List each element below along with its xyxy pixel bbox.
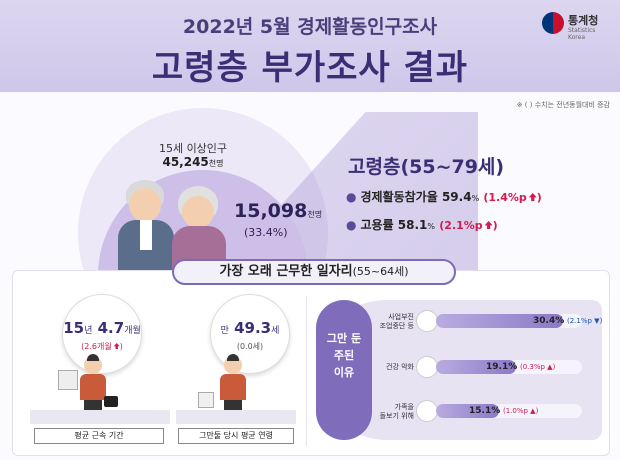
reason-bar (436, 404, 499, 418)
arrow-up-icon (484, 221, 493, 229)
bullet-icon: ● (346, 190, 357, 204)
reasons-heading: 그만 둔 주된 이유 (316, 300, 372, 440)
reason-change: (0.3%p ▲) (520, 363, 556, 371)
calendar-icon (58, 370, 78, 390)
tenure-value: 15년 4.7개월 (63, 319, 141, 337)
declining-chart-icon (416, 310, 438, 332)
employment-rate-row: ● 고용률 58.1% (2.1%p) (346, 218, 498, 232)
population-value: 45,245천명 (162, 155, 224, 169)
section-divider (306, 296, 307, 446)
reason-bar (436, 314, 563, 328)
reason-label: 건강 악화 (386, 363, 414, 371)
age-change: (0.0세) (236, 342, 264, 351)
arrow-up-icon (113, 343, 120, 349)
elderly-population-pct: (33.4%) (244, 226, 288, 239)
tenure-change: (2.6개월) (81, 342, 123, 351)
age-label: 그만둘 당시 평균 연령 (178, 428, 294, 444)
header-banner: 2022년 5월 경제활동인구조사 고령층 부가조사 결과 통계청 Statis… (0, 0, 620, 92)
reason-bar (436, 360, 516, 374)
tenure-label: 평균 근속 기간 (34, 428, 164, 444)
elderly-heading: 고령층(55~79세) (348, 156, 505, 178)
population-label: 15세 이상인구 (158, 142, 228, 155)
participation-rate-row: ● 경제활동참가율 59.4% (1.4%p) (346, 190, 542, 204)
logo-text: 통계청 (568, 14, 599, 27)
elderly-man-illustration (118, 180, 178, 270)
sick-person-icon (416, 356, 438, 378)
reason-value: 19.1% (486, 362, 518, 372)
tenure-base (30, 410, 170, 424)
elderly-woman-illustration (172, 186, 228, 270)
tenure-bubble: 15년 4.7개월 (2.6개월) (62, 294, 142, 374)
subtitle: 2022년 5월 경제활동인구조사 (182, 16, 438, 38)
paper-stack-icon (198, 392, 214, 408)
bullet-icon: ● (346, 218, 357, 232)
longest-job-heading: 가장 오래 근무한 일자리(55~64세) (172, 259, 456, 285)
logo-subtext: Statistics Korea (568, 27, 596, 41)
age-bubble: 만 49.3세 (0.0세) (210, 294, 290, 374)
taegeuk-logo-icon (542, 12, 564, 34)
elderly-population-value: 15,098천명 (234, 200, 323, 222)
briefcase-icon (104, 396, 118, 407)
office-worker-illustration (78, 354, 108, 416)
reason-value: 15.1% (469, 406, 501, 416)
age-base (176, 410, 296, 424)
statistics-korea-logo: 통계청 Statistics Korea (542, 10, 606, 46)
reason-change: (1.0%p ▲) (503, 407, 539, 415)
arrow-up-icon (528, 193, 537, 201)
family-care-icon (416, 400, 438, 422)
reason-label: 사업부진 조업중단 등 (379, 313, 414, 330)
page-title: 고령층 부가조사 결과 (151, 48, 469, 88)
reason-label: 가족을 돌보기 위해 (379, 403, 414, 420)
reason-value: 30.4% (533, 316, 565, 326)
retiring-worker-illustration (218, 354, 248, 416)
age-value: 만 49.3세 (220, 319, 280, 337)
reason-change: (2.1%p ▼) (567, 317, 603, 325)
note-text: ※ ( ) 수치는 전년동월대비 증감 (516, 101, 610, 109)
